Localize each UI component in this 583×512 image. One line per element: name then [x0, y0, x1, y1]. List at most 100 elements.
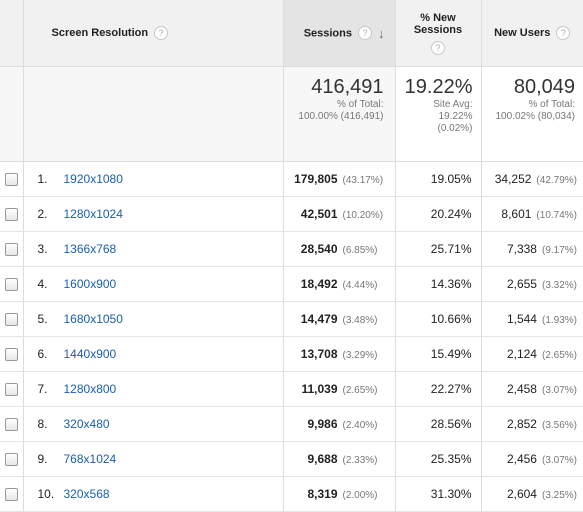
- help-icon[interactable]: ?: [358, 26, 372, 40]
- resolution-link[interactable]: 768x1024: [63, 452, 117, 466]
- sessions-header[interactable]: Sessions? ↓: [282, 0, 395, 67]
- row-index: 2.: [37, 207, 48, 221]
- dimension-header[interactable]: Screen Resolution?: [22, 0, 283, 67]
- dimension-cell: 6. 1440x900: [22, 336, 283, 372]
- resolution-link[interactable]: 1280x1024: [63, 207, 123, 221]
- dimension-cell: 8. 320x480: [22, 406, 283, 442]
- dimension-cell: 4. 1600x900: [22, 266, 283, 302]
- new-sessions-cell: 28.56%: [394, 406, 481, 442]
- sessions-header-label: Sessions: [303, 26, 352, 39]
- dimension-cell: 1. 1920x1080: [22, 161, 283, 197]
- row-checkbox[interactable]: [4, 418, 18, 432]
- row-index: 4.: [37, 277, 48, 291]
- new-sessions-header[interactable]: % New Sessions?: [394, 0, 481, 67]
- new-users-cell: 7,338 (9.17%): [480, 231, 583, 267]
- sessions-total-detail: 100.00% (416,491): [298, 111, 384, 122]
- row-checkbox[interactable]: [4, 453, 18, 467]
- sessions-value: 11,039: [301, 382, 338, 396]
- new-users-percent: (42.79%): [536, 175, 577, 186]
- new-users-cell: 2,456 (3.07%): [480, 441, 583, 477]
- table-row: 5. 1680x1050 14,479 (3.48%) 10.66% 1,544 (1.93…: [0, 301, 583, 337]
- totals-row: 416,491 % of Total: 100.00% (416,491) 19…: [0, 66, 583, 162]
- new-users-header[interactable]: New Users?: [480, 0, 583, 67]
- row-index: 6.: [37, 347, 48, 361]
- resolution-link[interactable]: 320x480: [63, 417, 110, 431]
- row-select-cell: [0, 406, 23, 442]
- sessions-cell: 9,688 (2.33%): [282, 441, 395, 477]
- new-sessions-value: 28.56%: [430, 417, 472, 431]
- row-checkbox[interactable]: [4, 278, 18, 292]
- new-sessions-cell: 22.27%: [394, 371, 481, 407]
- table-row: 3. 1366x768 28,540 (6.85%) 25.71% 7,338 (9.17%…: [0, 231, 583, 267]
- new-sessions-total-delta: (0.02%): [437, 123, 473, 134]
- sessions-cell: 14,479 (3.48%): [282, 301, 395, 337]
- resolution-link[interactable]: 1440x900: [63, 347, 117, 361]
- row-select-cell: [0, 301, 23, 337]
- sessions-percent: (4.44%): [342, 280, 378, 291]
- dimension-cell: 7. 1280x800: [22, 371, 283, 407]
- row-select-cell: [0, 336, 23, 372]
- new-users-total-detail: 100.02% (80,034): [495, 111, 575, 122]
- row-select-cell: [0, 266, 23, 302]
- sessions-percent: (10.20%): [342, 210, 384, 221]
- help-icon[interactable]: ?: [556, 26, 571, 40]
- row-checkbox[interactable]: [4, 488, 18, 502]
- table-header-row: Screen Resolution? Sessions? ↓ % New Sessi…: [0, 0, 583, 67]
- new-users-value: 34,252: [494, 172, 532, 186]
- new-users-percent: (3.25%): [541, 490, 577, 501]
- resolution-link[interactable]: 1680x1050: [63, 312, 123, 326]
- row-select-cell: [0, 196, 23, 232]
- row-select-cell: [0, 231, 23, 267]
- sort-descending-icon[interactable]: ↓: [378, 25, 385, 41]
- sessions-cell: 8,319 (2.00%): [282, 476, 395, 512]
- sessions-value: 13,708: [300, 347, 338, 361]
- sessions-percent: (2.00%): [342, 490, 378, 501]
- sessions-value: 179,805: [294, 172, 338, 186]
- table-row: 9. 768x1024 9,688 (2.33%) 25.35% 2,456 (3.07%): [0, 441, 583, 477]
- totals-select-cell: [0, 66, 23, 162]
- resolution-link[interactable]: 1280x800: [63, 382, 117, 396]
- dimension-cell: 2. 1280x1024: [22, 196, 283, 232]
- new-sessions-cell: 15.49%: [394, 336, 481, 372]
- new-sessions-total-value: 19.22%: [404, 76, 473, 98]
- new-sessions-cell: 25.71%: [394, 231, 481, 267]
- sessions-percent: (3.48%): [342, 315, 378, 326]
- help-icon[interactable]: ?: [431, 40, 445, 55]
- new-users-percent: (1.93%): [541, 315, 577, 326]
- new-sessions-value: 25.35%: [430, 452, 472, 466]
- new-sessions-total-cell: 19.22% Site Avg: 19.22% (0.02%): [394, 66, 481, 162]
- new-sessions-cell: 14.36%: [394, 266, 481, 302]
- row-checkbox[interactable]: [4, 348, 18, 362]
- new-sessions-value: 25.71%: [430, 242, 472, 256]
- row-select-cell: [0, 476, 23, 512]
- resolution-link[interactable]: 320x568: [63, 487, 110, 501]
- new-users-value: 8,601: [501, 207, 532, 221]
- resolution-link[interactable]: 1600x900: [63, 277, 117, 291]
- resolution-link[interactable]: 1366x768: [63, 242, 117, 256]
- help-icon[interactable]: ?: [154, 26, 169, 40]
- sessions-percent: (2.65%): [342, 385, 378, 396]
- row-checkbox[interactable]: [4, 173, 18, 187]
- table-row: 6. 1440x900 13,708 (3.29%) 15.49% 2,124 (2.65%…: [0, 336, 583, 372]
- totals-label-cell: [22, 66, 283, 162]
- new-sessions-cell: 19.05%: [394, 161, 481, 197]
- resolution-link[interactable]: 1920x1080: [63, 172, 123, 186]
- new-users-percent: (3.56%): [541, 420, 577, 431]
- row-checkbox[interactable]: [4, 243, 18, 257]
- row-index: 7.: [37, 382, 48, 396]
- sessions-cell: 42,501 (10.20%): [282, 196, 395, 232]
- row-checkbox[interactable]: [4, 383, 18, 397]
- row-checkbox[interactable]: [4, 208, 18, 222]
- sessions-percent: (2.40%): [342, 420, 378, 431]
- sessions-total-caption: % of Total:: [336, 99, 384, 110]
- row-checkbox[interactable]: [4, 313, 18, 327]
- new-users-total-caption: % of Total:: [528, 99, 575, 110]
- sessions-cell: 18,492 (4.44%): [282, 266, 395, 302]
- table-row: 7. 1280x800 11,039 (2.65%) 22.27% 2,458 (3.07%…: [0, 371, 583, 407]
- new-users-cell: 2,124 (2.65%): [480, 336, 583, 372]
- sessions-value: 9,986: [307, 417, 338, 431]
- sessions-cell: 179,805 (43.17%): [282, 161, 395, 197]
- row-select-cell: [0, 371, 23, 407]
- new-users-total-value: 80,049: [513, 76, 575, 98]
